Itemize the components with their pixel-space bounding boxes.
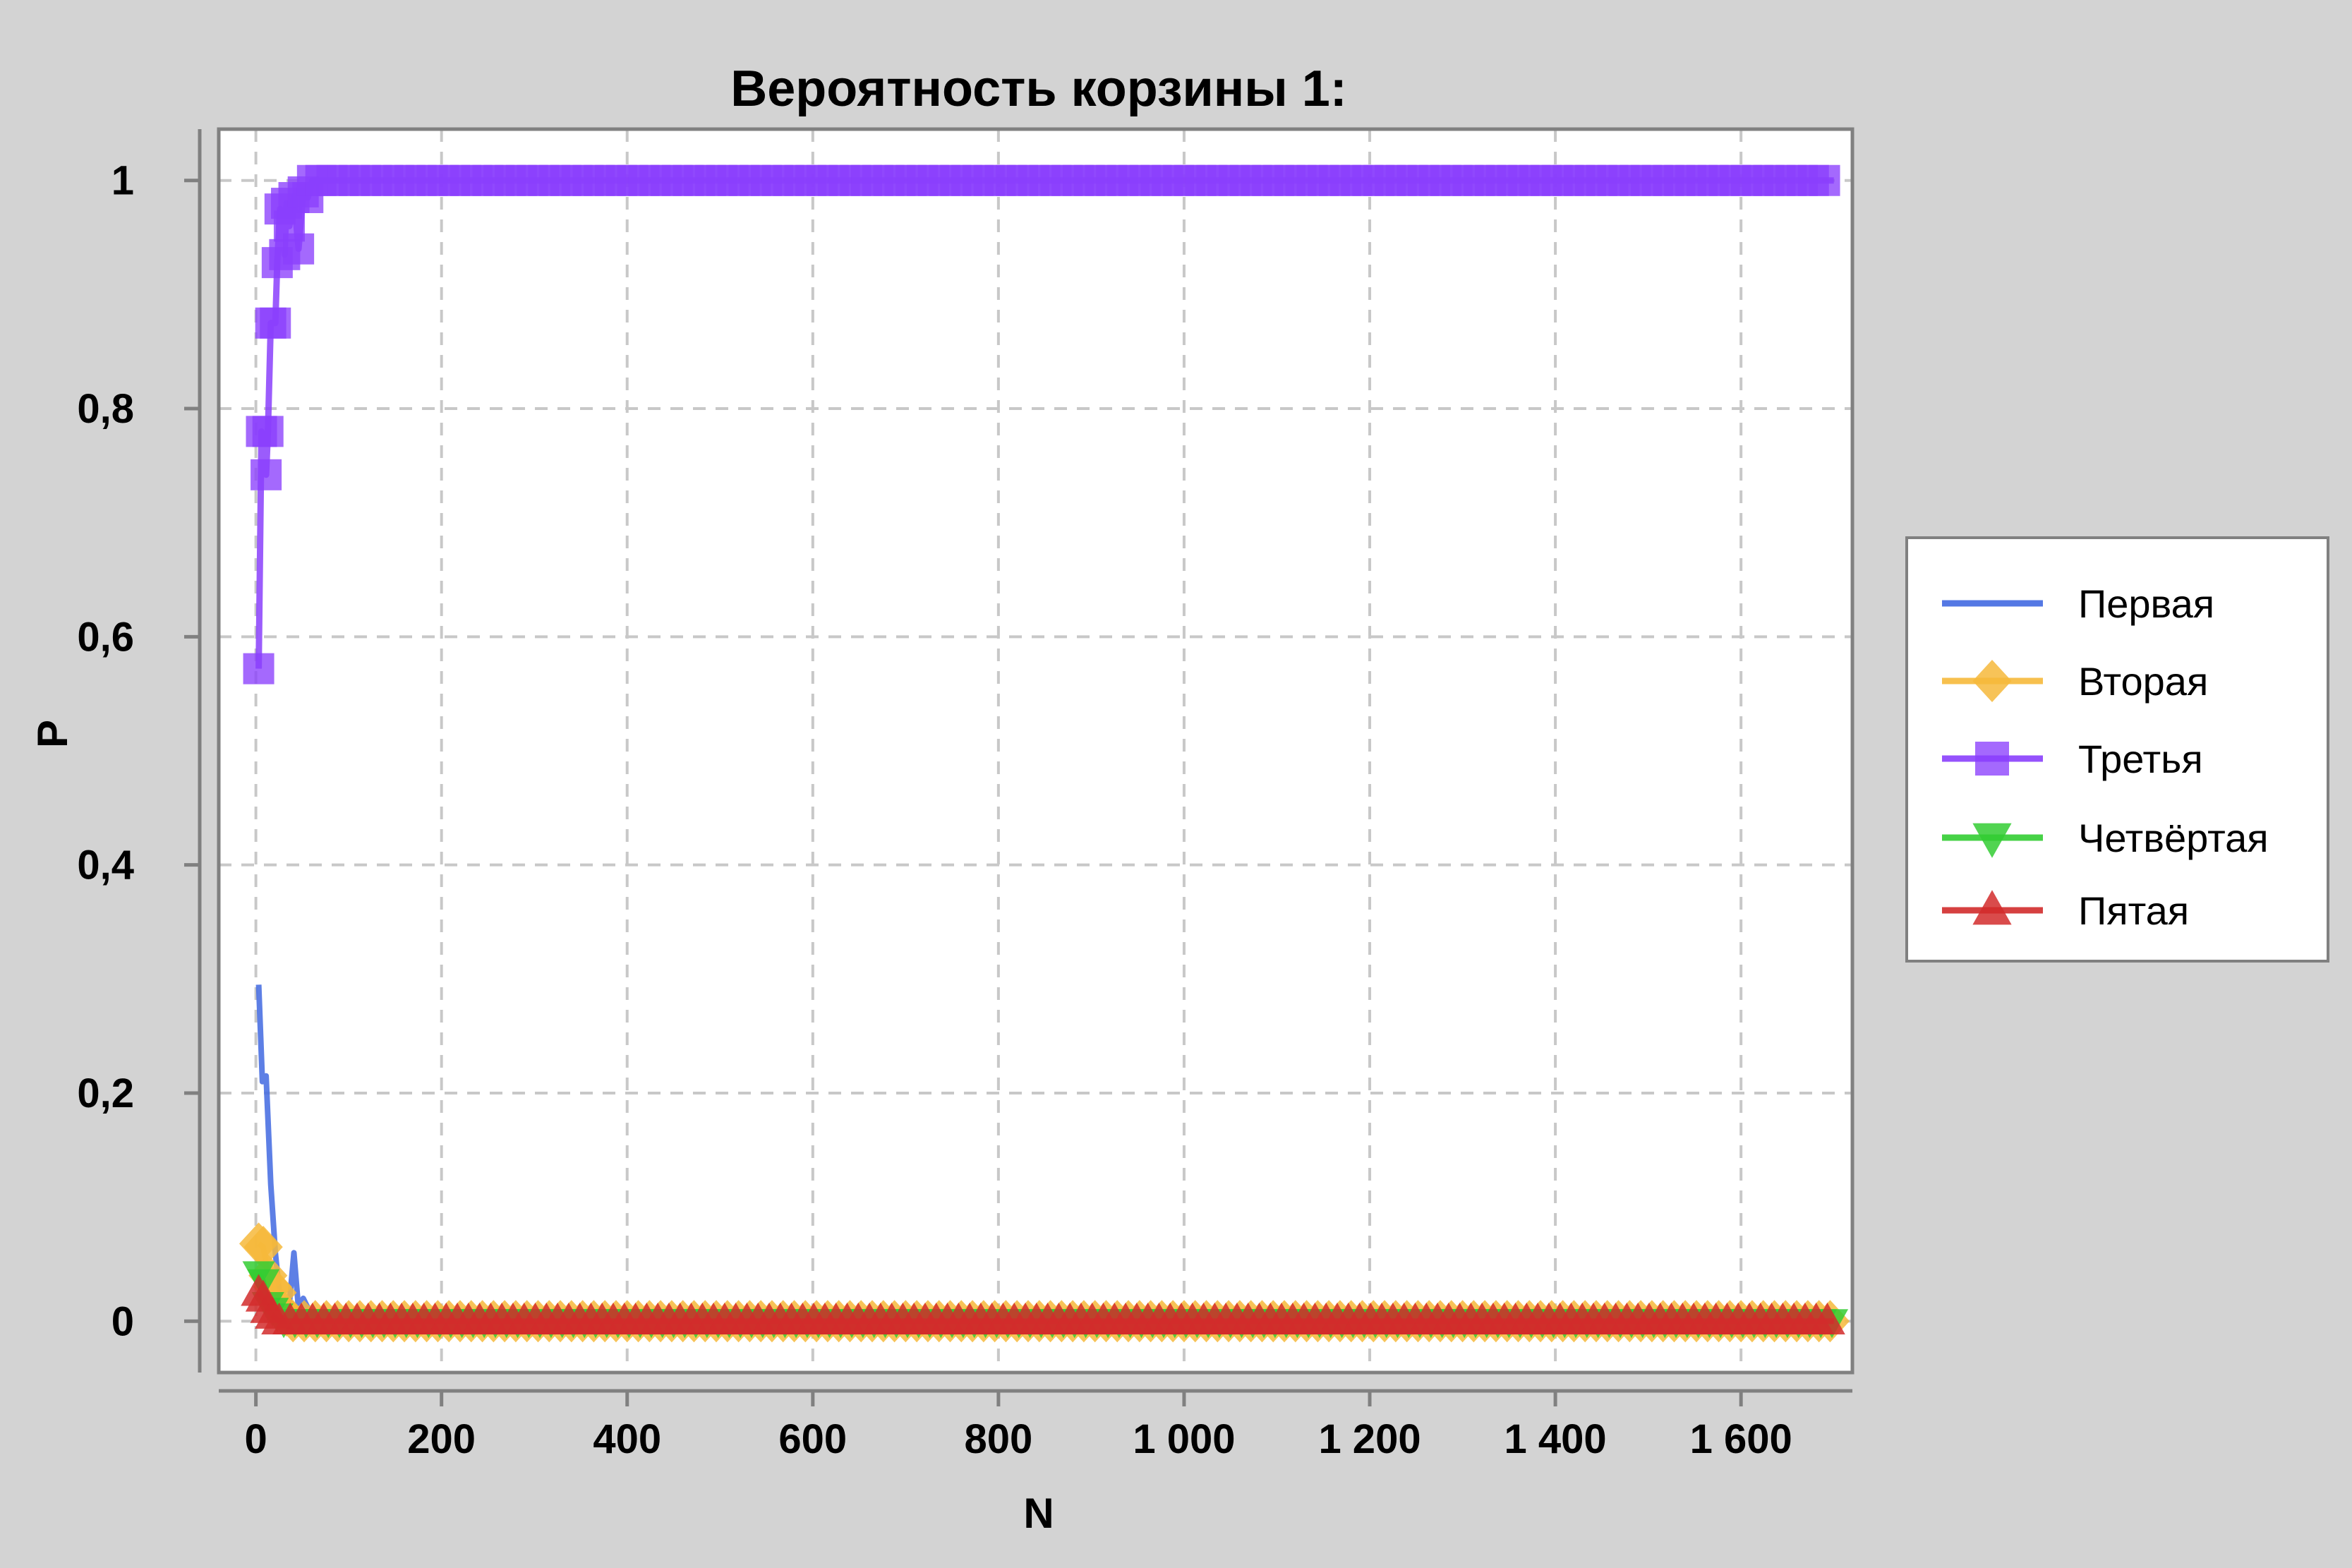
point-3-5 (260, 308, 291, 339)
point-3-3 (253, 416, 284, 447)
legend-label-4: Четвёртая (2078, 816, 2269, 860)
x-tick-label-1: 200 (407, 1416, 476, 1462)
point-3-0 (243, 653, 275, 685)
legend-label-5: Пятая (2078, 888, 2189, 933)
y-tick-label-5: 1 (111, 158, 134, 204)
x-tick-label-0: 0 (244, 1416, 267, 1462)
y-tick-label-3: 0,6 (77, 614, 134, 660)
legend-label-3: Третья (2078, 737, 2203, 781)
chart-title: Вероятность корзины 1: (730, 61, 1347, 117)
y-tick-label-1: 0,2 (77, 1071, 134, 1116)
point-3-12 (283, 234, 314, 265)
x-tick-label-6: 1 200 (1318, 1416, 1421, 1462)
x-tick-label-4: 800 (964, 1416, 1032, 1462)
plot-area (219, 129, 1852, 1373)
y-tick-label-0: 0 (111, 1298, 134, 1344)
legend: Первая Вторая Третья Четвёртая Пятая (1907, 538, 2328, 961)
point-3-tail-134 (1809, 165, 1840, 196)
y-tick-label-2: 0,4 (77, 843, 134, 888)
legend-label-2: Вторая (2078, 659, 2208, 704)
x-tick-label-2: 400 (593, 1416, 661, 1462)
y-axis-label: P (29, 720, 76, 748)
y-tick-label-4: 0,8 (77, 386, 134, 432)
x-tick-label-7: 1 400 (1504, 1416, 1607, 1462)
plot-layer: 0 200 400 600 800 1 000 1 200 1 400 1 600 0 0,2 0,4… (77, 129, 1852, 1462)
x-tick-label-5: 1 000 (1133, 1416, 1235, 1462)
point-3-2 (251, 459, 282, 490)
x-axis-label: N (1023, 1490, 1054, 1537)
x-tick-label-3: 600 (778, 1416, 847, 1462)
legend-marker-3 (1975, 742, 2009, 776)
x-tick-label-8: 1 600 (1690, 1416, 1792, 1462)
legend-label-1: Первая (2078, 581, 2214, 626)
